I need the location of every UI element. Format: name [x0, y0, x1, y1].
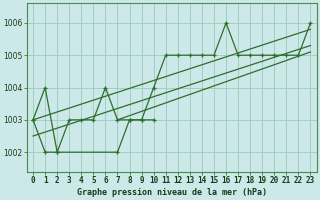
X-axis label: Graphe pression niveau de la mer (hPa): Graphe pression niveau de la mer (hPa)	[77, 188, 267, 197]
